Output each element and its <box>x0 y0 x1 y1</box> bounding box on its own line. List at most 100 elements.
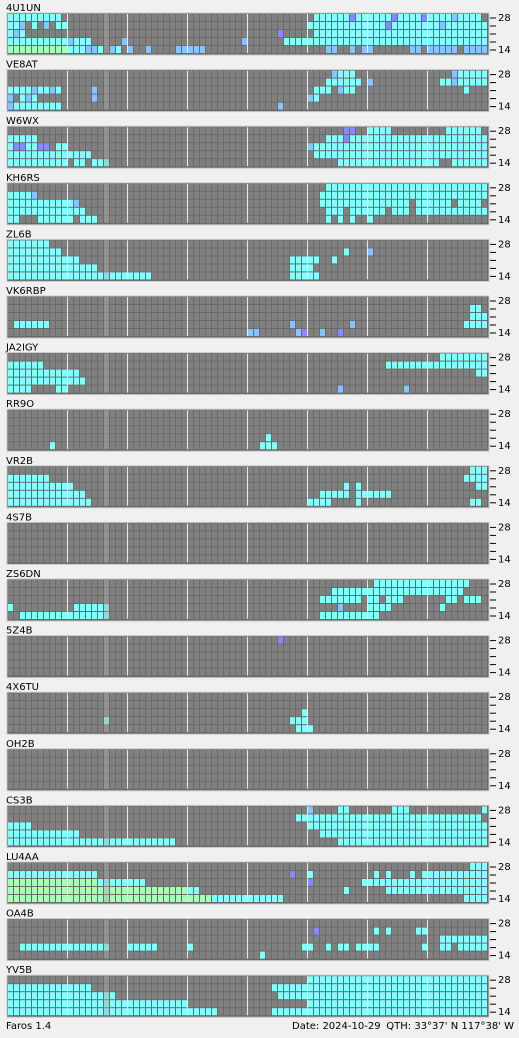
cell <box>50 539 55 547</box>
cell <box>290 596 295 603</box>
cell <box>32 78 37 86</box>
cell <box>122 660 127 668</box>
cell <box>458 668 463 676</box>
cell <box>254 652 259 660</box>
cell <box>476 612 481 619</box>
cell <box>428 215 433 223</box>
cell <box>278 668 283 676</box>
cell <box>398 426 403 434</box>
cell <box>230 313 235 320</box>
cell <box>266 240 271 248</box>
cell <box>320 70 325 78</box>
cell <box>350 596 355 603</box>
cell <box>110 547 115 555</box>
cell <box>164 151 169 159</box>
cell <box>296 482 301 490</box>
cell <box>350 466 355 474</box>
cell <box>326 297 331 304</box>
cell <box>338 418 343 426</box>
cell <box>128 191 133 199</box>
cell <box>428 604 433 611</box>
cell <box>188 410 193 418</box>
cell <box>98 498 103 506</box>
cell <box>224 442 229 450</box>
cell <box>128 523 133 531</box>
cell <box>38 151 43 159</box>
cell <box>386 596 391 603</box>
cell <box>230 604 235 611</box>
cell <box>332 102 337 110</box>
cell <box>428 297 433 304</box>
cell <box>272 490 277 498</box>
cell <box>416 490 421 498</box>
cell <box>374 434 379 442</box>
station-name: ZS6DN <box>6 569 41 580</box>
cell <box>224 604 229 611</box>
cell <box>380 240 385 248</box>
cell <box>482 660 487 668</box>
cell <box>290 498 295 506</box>
cell <box>230 14 235 21</box>
cell <box>248 385 253 393</box>
cell <box>50 466 55 474</box>
cell <box>452 482 457 490</box>
cell <box>116 127 121 135</box>
cell <box>344 199 349 207</box>
cell <box>218 297 223 304</box>
cell <box>368 321 373 328</box>
cell <box>482 30 487 37</box>
cell <box>344 38 349 45</box>
cell <box>410 604 415 611</box>
cell <box>110 38 115 45</box>
cell <box>410 46 415 53</box>
cell <box>362 78 367 86</box>
cell <box>428 191 433 199</box>
cell <box>38 474 43 482</box>
cell <box>44 442 49 450</box>
cell <box>230 482 235 490</box>
cell <box>74 523 79 531</box>
cell <box>8 313 13 320</box>
cell <box>140 30 145 37</box>
cell <box>452 588 457 595</box>
cell <box>320 636 325 644</box>
cell <box>452 240 457 248</box>
cell <box>308 22 313 29</box>
cell <box>104 353 109 361</box>
cell <box>56 490 61 498</box>
cell <box>194 418 199 426</box>
cell <box>236 240 241 248</box>
cell <box>122 70 127 78</box>
cell <box>326 256 331 264</box>
cell <box>110 135 115 143</box>
cell <box>170 321 175 328</box>
cell <box>242 313 247 320</box>
cell <box>146 434 151 442</box>
cell <box>470 418 475 426</box>
cell <box>344 636 349 644</box>
cell <box>128 426 133 434</box>
cell <box>188 183 193 191</box>
cell <box>206 369 211 377</box>
cell <box>356 523 361 531</box>
cell <box>236 612 241 619</box>
cell <box>134 636 139 644</box>
cell <box>122 612 127 619</box>
cell <box>164 256 169 264</box>
cell <box>218 94 223 102</box>
cell <box>224 652 229 660</box>
cell <box>146 547 151 555</box>
cell <box>386 159 391 167</box>
band-bottom: 14 <box>498 328 511 339</box>
cell <box>224 490 229 498</box>
cell <box>344 46 349 53</box>
cell <box>308 410 313 418</box>
cell <box>350 474 355 482</box>
cell <box>200 78 205 86</box>
cell <box>296 377 301 385</box>
cell <box>188 305 193 312</box>
cell <box>392 410 397 418</box>
cell <box>62 272 67 280</box>
cell <box>68 256 73 264</box>
cell <box>68 660 73 668</box>
